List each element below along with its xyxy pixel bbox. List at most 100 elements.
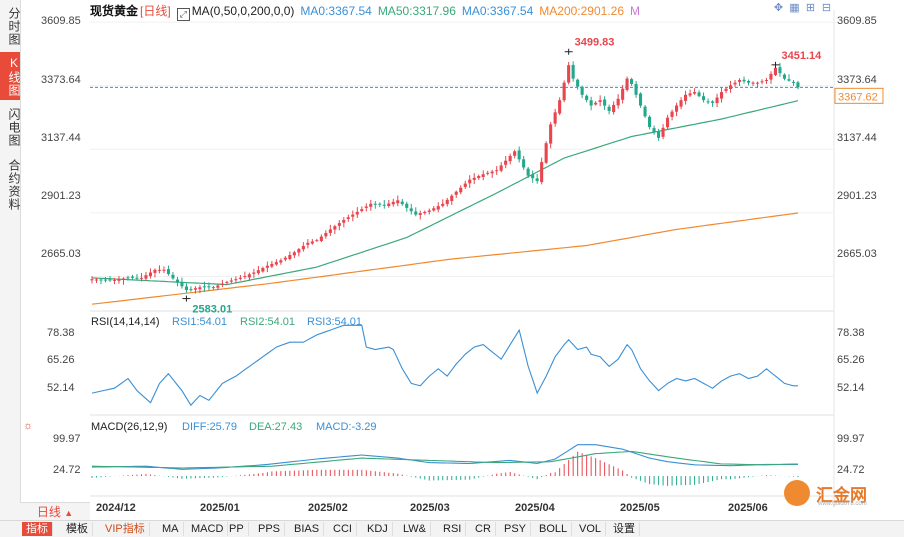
tab-rsi[interactable]: RSI bbox=[439, 522, 467, 536]
candle-body bbox=[585, 95, 589, 101]
candle-body bbox=[544, 143, 548, 163]
tab-bias[interactable]: BIAS bbox=[290, 522, 325, 536]
candle-body bbox=[508, 156, 512, 162]
ma50-line bbox=[91, 100, 799, 286]
rsi-axis-left-3: 52.14 bbox=[47, 382, 75, 394]
tab-template[interactable]: 模板 bbox=[62, 522, 93, 536]
candle-body bbox=[315, 240, 319, 242]
tab-pp[interactable]: PP bbox=[225, 522, 249, 536]
candle-body bbox=[414, 211, 418, 215]
price-axis-left-2: 3373.64 bbox=[41, 74, 81, 86]
zoom-in-icon[interactable]: ⊞ bbox=[805, 2, 816, 14]
candle-body bbox=[265, 265, 269, 268]
candle-body bbox=[225, 281, 229, 283]
price-axis-left-3: 3137.44 bbox=[41, 132, 81, 144]
macd-axis-left-1: 99.97 bbox=[53, 433, 81, 445]
candle-body bbox=[535, 178, 539, 181]
candle-body bbox=[495, 170, 499, 172]
candle-body bbox=[378, 203, 382, 205]
tab-indicators[interactable]: 指标 bbox=[22, 522, 53, 536]
rsi-axis-left-2: 65.26 bbox=[47, 354, 75, 366]
period-selector[interactable]: 日线 ▲ bbox=[20, 502, 90, 521]
draw-tools-icon[interactable]: ▦ bbox=[789, 2, 800, 14]
side-tab-kline[interactable]: K线图 bbox=[0, 52, 21, 100]
candle-body bbox=[184, 286, 188, 290]
side-tab-timeshare[interactable]: 分时图 bbox=[7, 6, 21, 46]
price-axis-left-5: 2665.03 bbox=[41, 248, 81, 260]
candle-body bbox=[634, 84, 638, 95]
candle-body bbox=[598, 100, 602, 102]
current-price-box bbox=[834, 87, 884, 104]
tab-cci[interactable]: CCI bbox=[329, 522, 357, 536]
price-axis-right-5: 2665.03 bbox=[837, 248, 877, 260]
candle-body bbox=[103, 279, 107, 281]
candle-body bbox=[580, 86, 584, 95]
instrument-title: 现货黄金 bbox=[90, 4, 139, 18]
tab-pps[interactable]: PPS bbox=[254, 522, 286, 536]
candle-body bbox=[328, 229, 332, 233]
candle-body bbox=[562, 82, 566, 101]
ma0-value-a: MA0:3367.54 bbox=[300, 4, 372, 18]
candle-body bbox=[549, 124, 553, 144]
candle-body bbox=[423, 211, 427, 214]
candle-body bbox=[198, 287, 202, 290]
tab-psy[interactable]: PSY bbox=[500, 522, 532, 536]
ma200-value: MA200:2901.26 bbox=[539, 4, 624, 18]
tab-lw[interactable]: LW& bbox=[399, 522, 432, 536]
price-axis-right-2: 3373.64 bbox=[837, 74, 877, 86]
candle-body bbox=[769, 73, 773, 80]
chart-canvas[interactable]: 3609.85 3373.64 3137.44 2901.23 2665.03 … bbox=[0, 0, 904, 520]
side-tab-flash[interactable]: 闪电图 bbox=[7, 107, 21, 147]
macd-value: MACD:-3.29 bbox=[316, 421, 377, 433]
triangle-up-icon: ▲ bbox=[64, 508, 74, 518]
candle-body bbox=[657, 131, 661, 138]
candle-body bbox=[706, 101, 710, 103]
candle-body bbox=[337, 223, 341, 226]
candle-body bbox=[778, 67, 782, 74]
tab-kdj[interactable]: KDJ bbox=[363, 522, 393, 536]
candle-body bbox=[490, 171, 494, 174]
candle-body bbox=[427, 210, 431, 212]
candle-body bbox=[679, 100, 683, 107]
zoom-out-icon[interactable]: ⊟ bbox=[821, 2, 832, 14]
rsi1-value: RSI1:54.01 bbox=[172, 316, 227, 328]
candle-body bbox=[715, 97, 719, 104]
candle-body bbox=[256, 270, 260, 274]
tab-boll[interactable]: BOLL bbox=[535, 522, 573, 536]
candle-body bbox=[229, 280, 233, 282]
candle-body bbox=[773, 67, 777, 75]
candle-body bbox=[202, 286, 206, 288]
candle-body bbox=[603, 99, 607, 106]
candle-body bbox=[567, 65, 571, 83]
candle-body bbox=[292, 252, 296, 256]
macd-header: MACD(26,12,9) bbox=[91, 421, 167, 433]
candle-body bbox=[576, 79, 580, 87]
candle-body bbox=[764, 80, 768, 81]
candle-body bbox=[526, 168, 530, 176]
side-tab-contract-info[interactable]: 合约资料 bbox=[7, 159, 21, 211]
macd-settings-icon[interactable]: ☼ bbox=[23, 420, 33, 432]
candle-body bbox=[117, 279, 121, 281]
candle-body bbox=[733, 82, 737, 85]
candle-body bbox=[369, 203, 373, 207]
tab-settings[interactable]: 设置 bbox=[609, 522, 640, 536]
crosshair-icon[interactable]: ✥ bbox=[773, 2, 784, 14]
tab-vol[interactable]: VOL bbox=[575, 522, 607, 536]
rsi-polyline bbox=[91, 324, 798, 407]
tab-vip-indicators[interactable]: VIP指标 bbox=[101, 522, 150, 536]
tab-ma[interactable]: MA bbox=[158, 522, 184, 536]
candle-body bbox=[157, 269, 161, 271]
candle-body bbox=[760, 81, 764, 83]
candle-body bbox=[661, 127, 665, 137]
rsi-header: RSI(14,14,14) bbox=[91, 316, 159, 328]
candle-body bbox=[756, 82, 760, 84]
candle-body bbox=[216, 285, 220, 288]
candle-body bbox=[418, 213, 422, 215]
tab-cr[interactable]: CR bbox=[471, 522, 496, 536]
tab-macd[interactable]: MACD bbox=[187, 522, 229, 536]
macd-axis-left-2: 24.72 bbox=[53, 464, 81, 476]
candle-body bbox=[432, 208, 436, 211]
ma-settings-icon[interactable]: ⤢ bbox=[176, 8, 190, 21]
side-tab-bar: 分时图 K线图 闪电图 合约资料 bbox=[0, 0, 21, 520]
